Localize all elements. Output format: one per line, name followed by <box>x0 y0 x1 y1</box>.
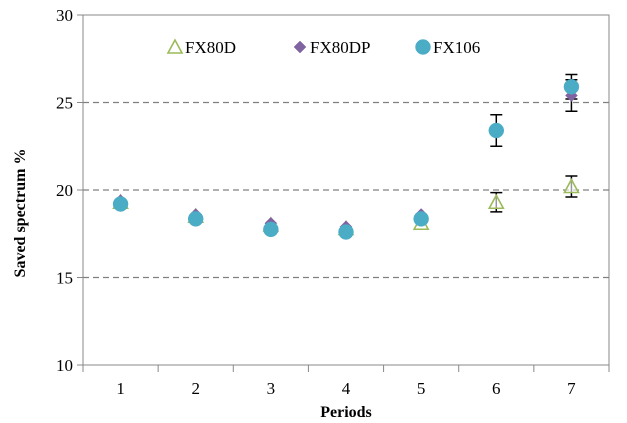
point-fx80d-6 <box>487 193 505 210</box>
point-fx80d-7 <box>563 177 580 194</box>
x-tick-label: 5 <box>417 379 426 398</box>
legend-item-fx80d: FX80D <box>166 38 236 57</box>
point-fx106-6 <box>488 122 505 139</box>
x-tick-label: 3 <box>267 379 276 398</box>
x-tick-label: 7 <box>567 379 576 398</box>
x-axis-title: Periods <box>320 404 372 421</box>
x-tick-label: 4 <box>342 379 351 398</box>
legend-label: FX80DP <box>310 38 370 57</box>
point-fx106-7 <box>563 79 580 95</box>
y-tick-label: 30 <box>56 6 73 25</box>
legend-label: FX106 <box>433 38 480 57</box>
point-fx106-2 <box>187 211 204 227</box>
legend-item-fx80dp: FX80DP <box>293 38 370 57</box>
y-tick-label: 15 <box>56 269 73 288</box>
point-fx106-5 <box>413 211 429 227</box>
y-axis-title: Saved spectrum % <box>12 149 29 278</box>
x-tick-label: 1 <box>116 379 125 398</box>
x-tick-label: 6 <box>492 379 501 398</box>
y-tick-label: 10 <box>56 356 73 375</box>
y-tick-label: 20 <box>56 181 73 200</box>
legend-marker-fx80dp <box>293 40 307 54</box>
legend-marker-fx80d <box>166 38 184 54</box>
legend-label: FX80D <box>185 38 236 57</box>
point-fx106-4 <box>338 224 354 240</box>
legend-marker-fx106 <box>415 39 431 55</box>
point-fx106-1 <box>112 196 129 212</box>
y-tick-label: 25 <box>56 94 73 113</box>
point-fx106-3 <box>263 221 279 238</box>
legend-item-fx106: FX106 <box>415 38 480 57</box>
x-tick-label: 2 <box>191 379 200 398</box>
